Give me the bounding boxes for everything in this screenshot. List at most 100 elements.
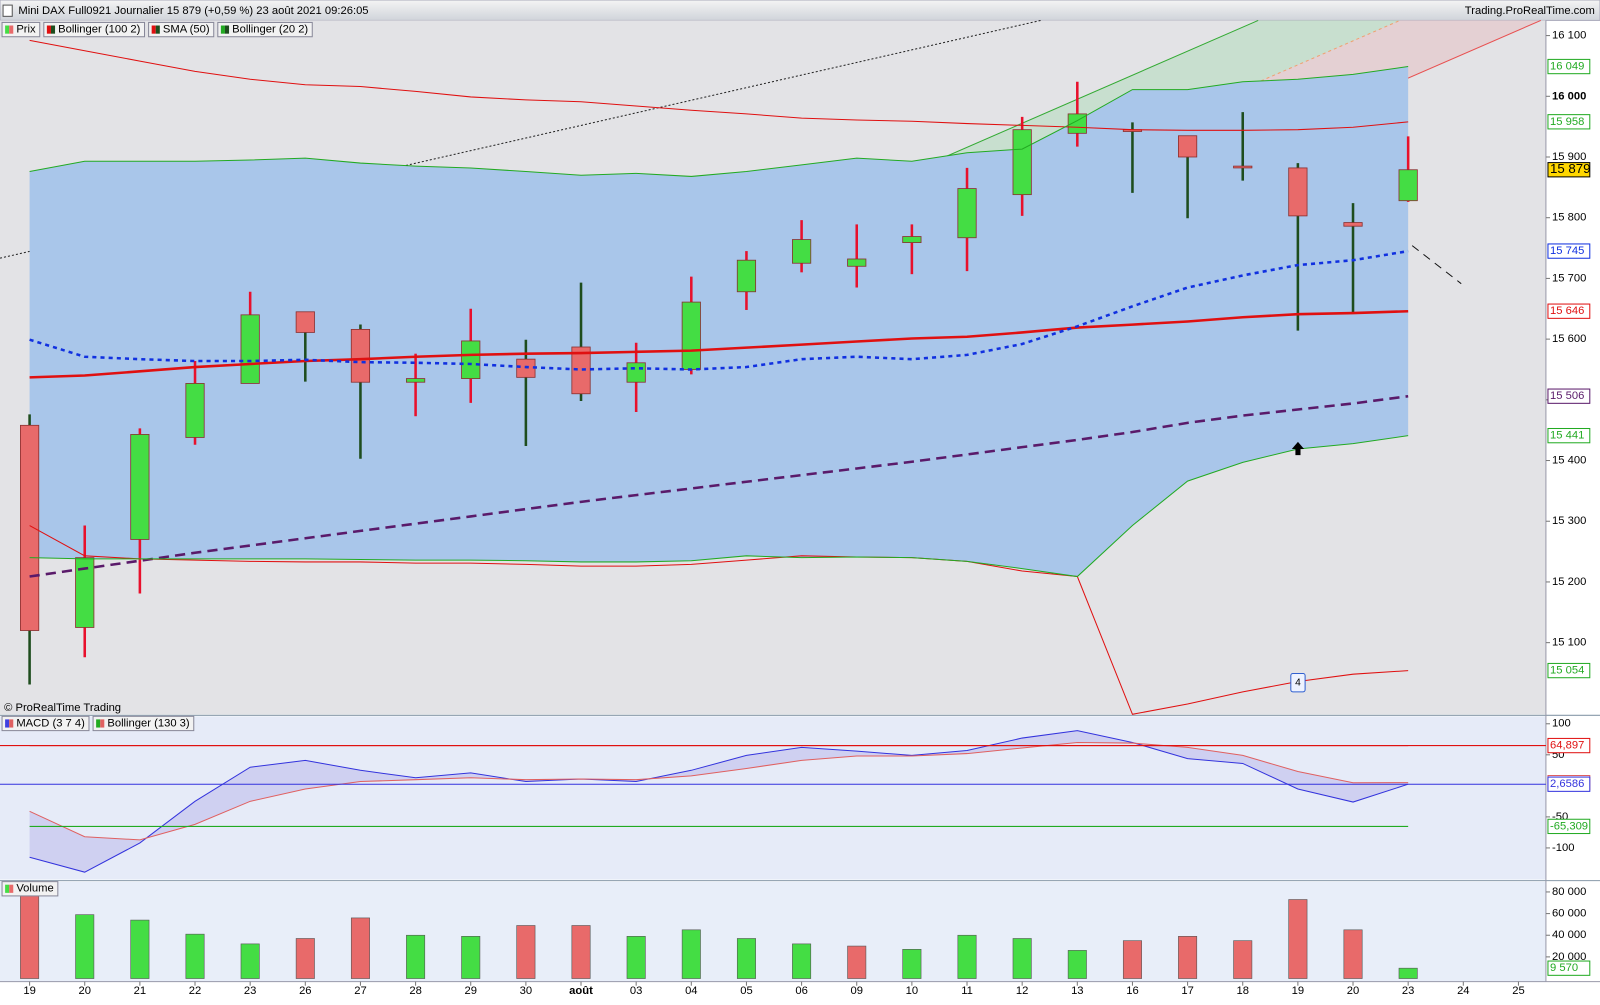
volume-bar xyxy=(516,925,536,979)
volume-bar xyxy=(1122,940,1142,979)
price-tag xyxy=(1547,776,1591,792)
band-fill xyxy=(29,66,1409,577)
legend-box xyxy=(217,21,313,38)
x-tick-label: 18 xyxy=(1236,985,1248,997)
price-tag xyxy=(1547,818,1591,835)
candle-body xyxy=(130,434,150,540)
x-tick-label: 22 xyxy=(189,985,201,997)
legend-label: Volume xyxy=(16,883,53,895)
y-tick-label: 80 000 xyxy=(1552,886,1586,898)
x-tick-label: 30 xyxy=(520,985,532,997)
x-tick-label: 04 xyxy=(685,985,697,997)
volume-bar xyxy=(75,914,95,979)
price-tag-label: 15 506 xyxy=(1550,390,1584,402)
legend-box xyxy=(43,21,146,38)
volume-bar xyxy=(295,938,315,979)
candle-body xyxy=(902,236,922,244)
x-tick-label: 21 xyxy=(134,985,146,997)
legend-swatch xyxy=(46,25,51,34)
indicator-line xyxy=(29,435,1409,578)
x-tick-label: 20 xyxy=(1347,985,1359,997)
price-tag-label: 15 646 xyxy=(1550,305,1584,317)
candle-body xyxy=(847,258,867,267)
legend-label: Bollinger (20 2) xyxy=(232,24,308,36)
y-tick-label: 15 800 xyxy=(1552,212,1586,224)
x-tick-label: 23 xyxy=(244,985,256,997)
legend-label: SMA (50) xyxy=(163,24,210,36)
volume-bar xyxy=(461,936,481,979)
x-tick-label: 25 xyxy=(1512,985,1524,997)
x-tick-label: 12 xyxy=(1016,985,1028,997)
y-tick-label: 15 600 xyxy=(1552,333,1586,345)
x-tick-label: 10 xyxy=(906,985,918,997)
annotation-box xyxy=(1290,672,1306,693)
legend-swatch xyxy=(5,884,10,893)
volume-bar xyxy=(240,943,260,979)
volume-bar xyxy=(957,934,977,979)
y-tick-label: 16 000 xyxy=(1552,90,1586,102)
candle-body xyxy=(736,259,757,293)
legend-box xyxy=(1,881,59,897)
candle-body xyxy=(295,311,315,333)
price-tag-label: 15 958 xyxy=(1550,116,1584,128)
legend-swatch xyxy=(9,25,14,34)
x-tick-label: 19 xyxy=(23,985,35,997)
price-tag xyxy=(1547,162,1591,178)
legend-swatch xyxy=(220,25,225,34)
volume-bar xyxy=(130,919,150,979)
y-tick-label: 15 100 xyxy=(1552,637,1586,649)
volume-bar xyxy=(902,949,922,979)
legend-label: Prix xyxy=(16,24,36,36)
candle-body xyxy=(1343,222,1363,227)
price-tag xyxy=(1547,114,1591,130)
legend-swatch xyxy=(50,25,56,34)
price-tag-label: 15 054 xyxy=(1550,665,1584,677)
price-tag xyxy=(1547,303,1591,319)
header-icon xyxy=(2,4,13,17)
x-tick-label: 13 xyxy=(1071,985,1083,997)
x-tick-label: 09 xyxy=(850,985,862,997)
volume-bar xyxy=(1178,936,1198,979)
candle-body xyxy=(681,301,701,370)
indicator-line xyxy=(29,394,1409,578)
volume-bar xyxy=(736,938,756,979)
legend-swatch xyxy=(5,719,10,728)
price-tag xyxy=(1547,388,1591,404)
legend-box xyxy=(148,21,215,38)
y-tick-label: 40 000 xyxy=(1552,929,1586,941)
candle-body xyxy=(1177,135,1198,158)
price-tag xyxy=(1547,960,1591,976)
candle-body xyxy=(957,188,977,239)
indicator-line xyxy=(29,66,1409,177)
x-tick-label: 06 xyxy=(795,985,807,997)
candle-body xyxy=(405,378,426,383)
legend-swatch xyxy=(151,25,156,34)
legend-swatch xyxy=(96,719,101,728)
indicator-line xyxy=(29,525,1409,715)
legend-swatch xyxy=(9,719,14,728)
copyright: © ProRealTime Trading xyxy=(4,702,121,714)
candle-body xyxy=(626,362,646,383)
candle-body xyxy=(20,424,40,631)
indicator-line xyxy=(29,249,1409,371)
volume-bar xyxy=(681,929,701,979)
y-tick-label: 15 700 xyxy=(1552,272,1586,284)
volume-bar xyxy=(350,917,370,979)
volume-panel xyxy=(0,881,1546,982)
x-tick-label: 26 xyxy=(299,985,311,997)
price-tag-label: 9 570 xyxy=(1550,962,1578,974)
x-tick-label: 29 xyxy=(464,985,476,997)
volume-bar xyxy=(1012,938,1032,979)
legend-label: Bollinger (100 2) xyxy=(58,24,141,36)
y-tick-label: -100 xyxy=(1552,842,1574,854)
volume-bar xyxy=(20,894,40,979)
price-tag xyxy=(1547,58,1591,75)
y-tick-label: 15 300 xyxy=(1552,515,1586,527)
legend-swatch xyxy=(9,884,14,893)
x-tick-label: 24 xyxy=(1457,985,1469,997)
y-tick-label: 15 400 xyxy=(1552,455,1586,467)
indicator-line xyxy=(29,730,1409,873)
volume-bar xyxy=(847,945,867,979)
price-tag-label: 15 745 xyxy=(1550,245,1584,257)
